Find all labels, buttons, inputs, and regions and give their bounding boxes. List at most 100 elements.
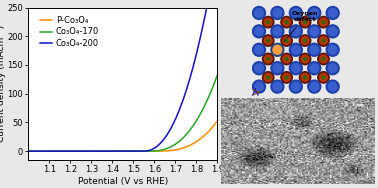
Circle shape <box>301 18 309 26</box>
Circle shape <box>326 43 339 56</box>
Circle shape <box>262 72 274 83</box>
Circle shape <box>310 82 319 91</box>
Co₃O₄-170 <box>196 116 201 119</box>
Co₃O₄-200 <box>215 1 220 3</box>
Co₃O₄-170 <box>26 150 31 152</box>
X-axis label: Potential (V vs RHE): Potential (V vs RHE) <box>78 177 168 186</box>
Circle shape <box>281 16 292 28</box>
Circle shape <box>290 6 302 19</box>
Circle shape <box>310 8 319 17</box>
Circle shape <box>291 8 300 17</box>
Circle shape <box>310 27 319 36</box>
Circle shape <box>264 74 272 81</box>
Circle shape <box>304 76 307 79</box>
Circle shape <box>283 37 290 44</box>
Circle shape <box>291 82 300 91</box>
Circle shape <box>262 16 274 28</box>
Circle shape <box>320 37 327 44</box>
Circle shape <box>326 25 339 38</box>
Circle shape <box>310 64 319 73</box>
Circle shape <box>271 6 284 19</box>
Circle shape <box>267 21 270 24</box>
P-Co₃O₄ <box>170 149 175 152</box>
Line: P-Co₃O₄: P-Co₃O₄ <box>28 121 217 151</box>
Co₃O₄-170 <box>182 136 187 138</box>
Circle shape <box>291 64 300 73</box>
Co₃O₄-200 <box>153 146 158 149</box>
Circle shape <box>285 76 288 79</box>
Circle shape <box>320 18 327 26</box>
Circle shape <box>308 25 321 38</box>
Circle shape <box>318 53 329 65</box>
Co₃O₄-170 <box>41 150 45 152</box>
Circle shape <box>299 53 311 65</box>
Circle shape <box>299 72 311 83</box>
Circle shape <box>322 58 325 61</box>
P-Co₃O₄ <box>26 150 31 152</box>
Circle shape <box>318 16 329 28</box>
P-Co₃O₄ <box>215 120 220 122</box>
Co₃O₄-170 <box>158 149 162 152</box>
Circle shape <box>273 8 282 17</box>
Line: Co₃O₄-170: Co₃O₄-170 <box>28 75 217 151</box>
Circle shape <box>281 72 292 83</box>
Circle shape <box>262 35 274 46</box>
Circle shape <box>310 45 319 54</box>
Circle shape <box>283 55 290 63</box>
Circle shape <box>271 25 284 38</box>
Circle shape <box>322 39 325 42</box>
Co₃O₄-200 <box>26 150 31 152</box>
Circle shape <box>290 25 302 38</box>
Circle shape <box>291 45 300 54</box>
Circle shape <box>308 80 321 93</box>
Circle shape <box>253 25 265 38</box>
Circle shape <box>267 58 270 61</box>
Circle shape <box>328 45 337 54</box>
Circle shape <box>318 72 329 83</box>
P-Co₃O₄ <box>185 145 190 148</box>
Circle shape <box>254 64 263 73</box>
Co₃O₄-200 <box>179 103 184 105</box>
P-Co₃O₄ <box>166 150 171 152</box>
Circle shape <box>308 6 321 19</box>
Circle shape <box>254 45 263 54</box>
Circle shape <box>299 16 311 28</box>
Circle shape <box>273 64 282 73</box>
Circle shape <box>299 35 311 46</box>
Circle shape <box>254 82 263 91</box>
Circle shape <box>304 58 307 61</box>
Circle shape <box>328 27 337 36</box>
Co₃O₄-170 <box>166 147 170 149</box>
Co₃O₄-170 <box>215 74 220 76</box>
Text: 1 nm: 1 nm <box>352 103 364 107</box>
Circle shape <box>308 62 321 75</box>
Circle shape <box>285 39 288 42</box>
Circle shape <box>273 82 282 91</box>
Circle shape <box>271 80 284 93</box>
Circle shape <box>322 21 325 24</box>
Circle shape <box>308 43 321 56</box>
Circle shape <box>326 62 339 75</box>
Circle shape <box>328 64 337 73</box>
Circle shape <box>253 62 265 75</box>
Circle shape <box>264 18 272 26</box>
Circle shape <box>271 43 284 56</box>
Circle shape <box>285 21 288 24</box>
Circle shape <box>322 76 325 79</box>
Circle shape <box>290 43 302 56</box>
Circle shape <box>267 76 270 79</box>
Co₃O₄-170 <box>161 149 166 151</box>
Circle shape <box>254 8 263 17</box>
Circle shape <box>271 62 284 75</box>
Line: Co₃O₄-200: Co₃O₄-200 <box>28 2 217 151</box>
Circle shape <box>290 62 302 75</box>
Text: Oxygen
defect: Oxygen defect <box>284 11 318 41</box>
P-Co₃O₄ <box>163 150 167 152</box>
Circle shape <box>253 80 265 93</box>
Circle shape <box>262 53 274 65</box>
Co₃O₄-200 <box>40 150 45 152</box>
Circle shape <box>291 27 300 36</box>
Circle shape <box>304 39 307 42</box>
Circle shape <box>320 55 327 63</box>
Circle shape <box>264 37 272 44</box>
